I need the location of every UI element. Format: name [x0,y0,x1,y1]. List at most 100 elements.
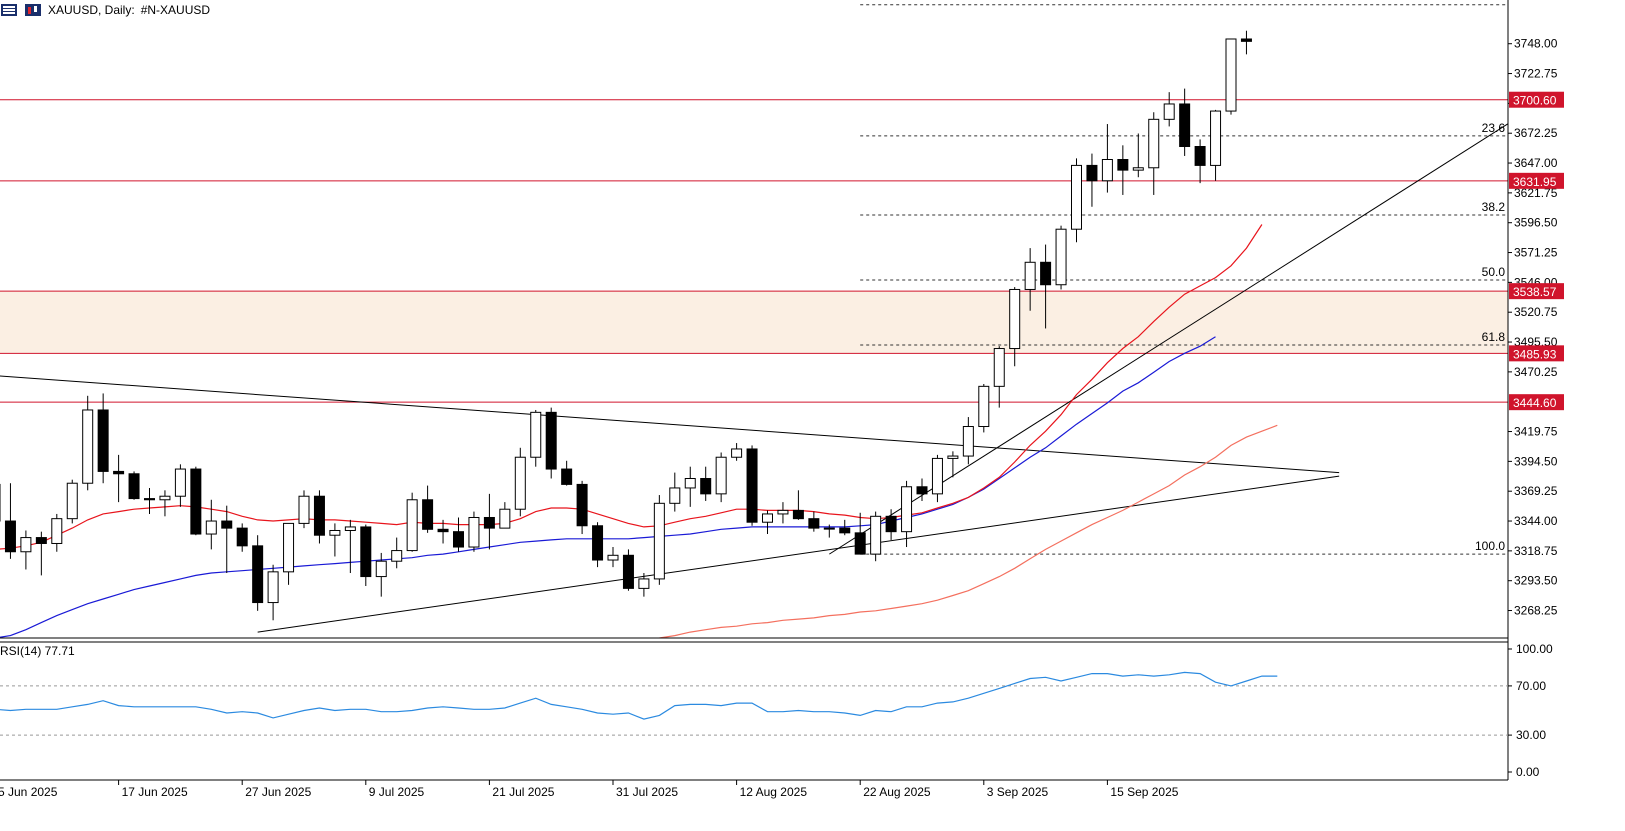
price-tick-label: 3748.00 [1514,37,1558,51]
fib-level-label: 38.2 [1482,200,1506,214]
candle-body [931,457,943,495]
level-price-tag-label: 3444.60 [1513,396,1557,410]
candle-body [901,486,913,533]
candle-body [391,550,403,562]
candle-body [762,513,773,523]
time-tick-label: 22 Aug 2025 [863,785,931,799]
candle-body [638,578,650,589]
price-tick-label: 3722.75 [1514,67,1558,81]
price-tick-label: 3344.00 [1514,514,1558,528]
candle-body [700,478,712,495]
candle-body [113,470,125,475]
price-zone [0,291,1508,354]
candle-body [159,495,171,501]
candle-body [1194,146,1206,166]
price-tick-label: 3621.75 [1514,186,1558,200]
level-price-tag-label: 3485.93 [1513,347,1557,361]
candle-body [792,509,804,520]
candle-body [1101,159,1113,182]
candle-body [236,527,248,547]
candle-body [653,502,665,580]
candle-body [298,495,310,524]
candle-body [66,482,78,520]
candle-body [4,520,16,553]
candle-body [1009,288,1021,350]
candle-body [468,516,480,548]
candle-body [839,527,851,534]
candle-body [483,516,495,529]
candle-body [731,448,743,458]
symbol-menu-icon[interactable] [0,3,18,17]
candle-body [669,487,681,504]
candle-body [344,526,356,531]
time-tick-label: 9 Jul 2025 [369,785,425,799]
candle-body [437,528,449,533]
candle-body [1024,261,1036,290]
price-tick-label: 3268.25 [1514,604,1558,618]
level-price-tag-label: 3631.95 [1513,175,1557,189]
candle-body [82,409,94,484]
level-price-tag [1509,345,1564,362]
fib-level-label: 23.6 [1482,121,1506,135]
candle-body [561,468,573,485]
candle-body [715,456,727,495]
time-tick-label: 3 Sep 2025 [987,785,1049,799]
price-tick-label: 3571.25 [1514,246,1558,260]
level-price-tag-label: 3538.57 [1513,285,1557,299]
candle-body [684,478,696,489]
candle-body [1086,164,1098,182]
rsi-tick-label: 70.00 [1516,679,1546,693]
candle-body [499,508,511,529]
time-tick-label: 21 Jul 2025 [492,785,554,799]
ema-mid-line [0,336,1216,638]
candle-body [545,411,557,470]
candle-body [1225,38,1237,112]
level-price-tag [1509,172,1564,189]
price-tick-label: 3293.50 [1514,574,1558,588]
candle-body [1179,103,1191,148]
candle-body [453,531,464,548]
candle-body [190,468,202,535]
candle-body [854,532,866,555]
time-tick-label: 5 Jun 2025 [0,785,58,799]
candle-body [777,509,789,515]
candle-body [360,526,372,578]
candle-body [870,515,882,555]
candle-body [283,522,295,573]
candle-body [1210,110,1222,166]
chart-type-icon[interactable] [24,3,42,17]
level-price-tag [1509,394,1564,411]
price-tick-label: 3369.25 [1514,484,1558,498]
rsi-tick-label: 100.00 [1516,642,1553,656]
candle-body [221,520,233,529]
price-tick-label: 3318.75 [1514,544,1558,558]
trendline [0,375,1340,474]
candle-body [514,456,526,510]
time-tick-label: 12 Aug 2025 [740,785,808,799]
candle-body [51,518,63,544]
chart-header: XAUUSD, Daily: #N-XAUUSD [0,0,210,20]
candle-body [1148,118,1160,169]
candle-body [144,498,155,501]
candle-body [329,529,341,536]
price-tick-label: 3394.50 [1514,454,1558,468]
candle-body [1055,228,1067,286]
trendline [257,475,1340,633]
candle-body [808,518,820,529]
candle-body [978,385,990,428]
candle-body [1132,167,1144,171]
ema-slow-line [659,424,1278,638]
candle-body [746,448,758,523]
candle-body [406,499,418,552]
price-tick-label: 3647.00 [1514,156,1558,170]
candle-body [1071,164,1082,230]
fib-level-label: 61.8 [1482,330,1506,344]
candle-body [1240,38,1252,42]
candle-body [622,554,634,589]
candle-body [375,560,387,578]
time-tick-label: 31 Jul 2025 [616,785,678,799]
price-tick-label: 3470.25 [1514,365,1558,379]
level-price-tag-label: 3700.60 [1513,94,1557,108]
